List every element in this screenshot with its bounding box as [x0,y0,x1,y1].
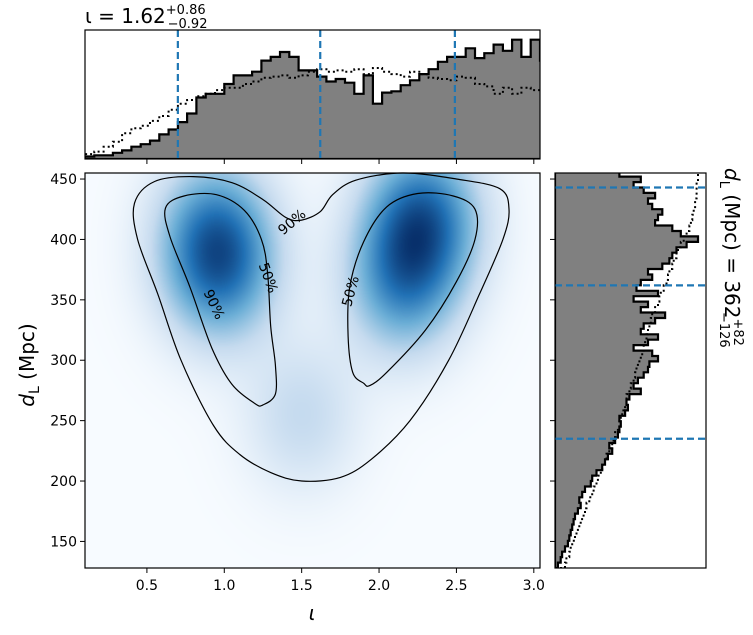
joint-frame [84,172,541,569]
y-title-d: d [15,394,39,407]
y-axis-title: dL (Mpc) [15,323,43,406]
x-tick-label: 2.5 [445,578,467,594]
y-tick-label: 150 [50,534,77,550]
y-tick-label: 400 [50,232,77,248]
iota-hist-dotted [85,67,540,159]
contour-50-0 [164,192,278,407]
y-title-rest: (Mpc) [15,323,39,386]
dl-hist-filled [555,173,700,568]
y-tick-label: 200 [50,474,77,490]
dl-hist-dotted [555,173,699,568]
y-tick-label: 300 [50,353,77,369]
dl-posterior-title: dL (Mpc) = 362+82−126 [716,168,745,348]
dl-title-d: d [720,168,744,181]
y-tick-label: 350 [50,293,77,309]
iota-hist-filled [85,38,540,159]
contour-90-0 [132,172,510,482]
x-tick-label: 1.5 [291,578,313,594]
axis-ticks: 0.5 1.0 1.5 2.0 2.5 3.0 150 200 250 300 350 400 450 [50,159,555,594]
iota-marginal-histogram [85,30,540,159]
y-tick-label: 250 [50,414,77,430]
dl-hist-frame [554,172,707,569]
y-tick-label: 450 [50,172,77,188]
dl-title-rest: (Mpc) = 362 [720,188,744,319]
iota-hist-frame [84,29,541,160]
x-axis-title: ι [309,601,316,625]
y-title-sub: L [27,386,43,394]
iota-hist-clip [85,38,540,159]
dl-title-sub: L [716,181,731,189]
dl-title-lower: −126 [716,312,731,348]
iota-posterior-title: ι = 1.62+0.86 −0.92 [85,3,207,32]
iota-title-upper: +0.86 [166,3,206,18]
dl-hist-clip [555,173,700,568]
contour-label-50: 50% [339,274,363,308]
x-tick-label: 3.0 [523,578,545,594]
x-tick-label: 1.0 [213,578,235,594]
iota-title-prefix: ι = 1.62 [85,4,166,28]
x-tick-label: 2.0 [368,578,390,594]
x-tick-label: 0.5 [136,578,158,594]
axes-frames [84,29,707,569]
iota-title-lower: −0.92 [168,17,208,32]
density-image [85,173,540,568]
dl-marginal-histogram [555,173,706,568]
dl-title-upper: +82 [730,319,745,346]
density-heatmap [85,173,540,568]
contour-50-1 [347,192,479,387]
